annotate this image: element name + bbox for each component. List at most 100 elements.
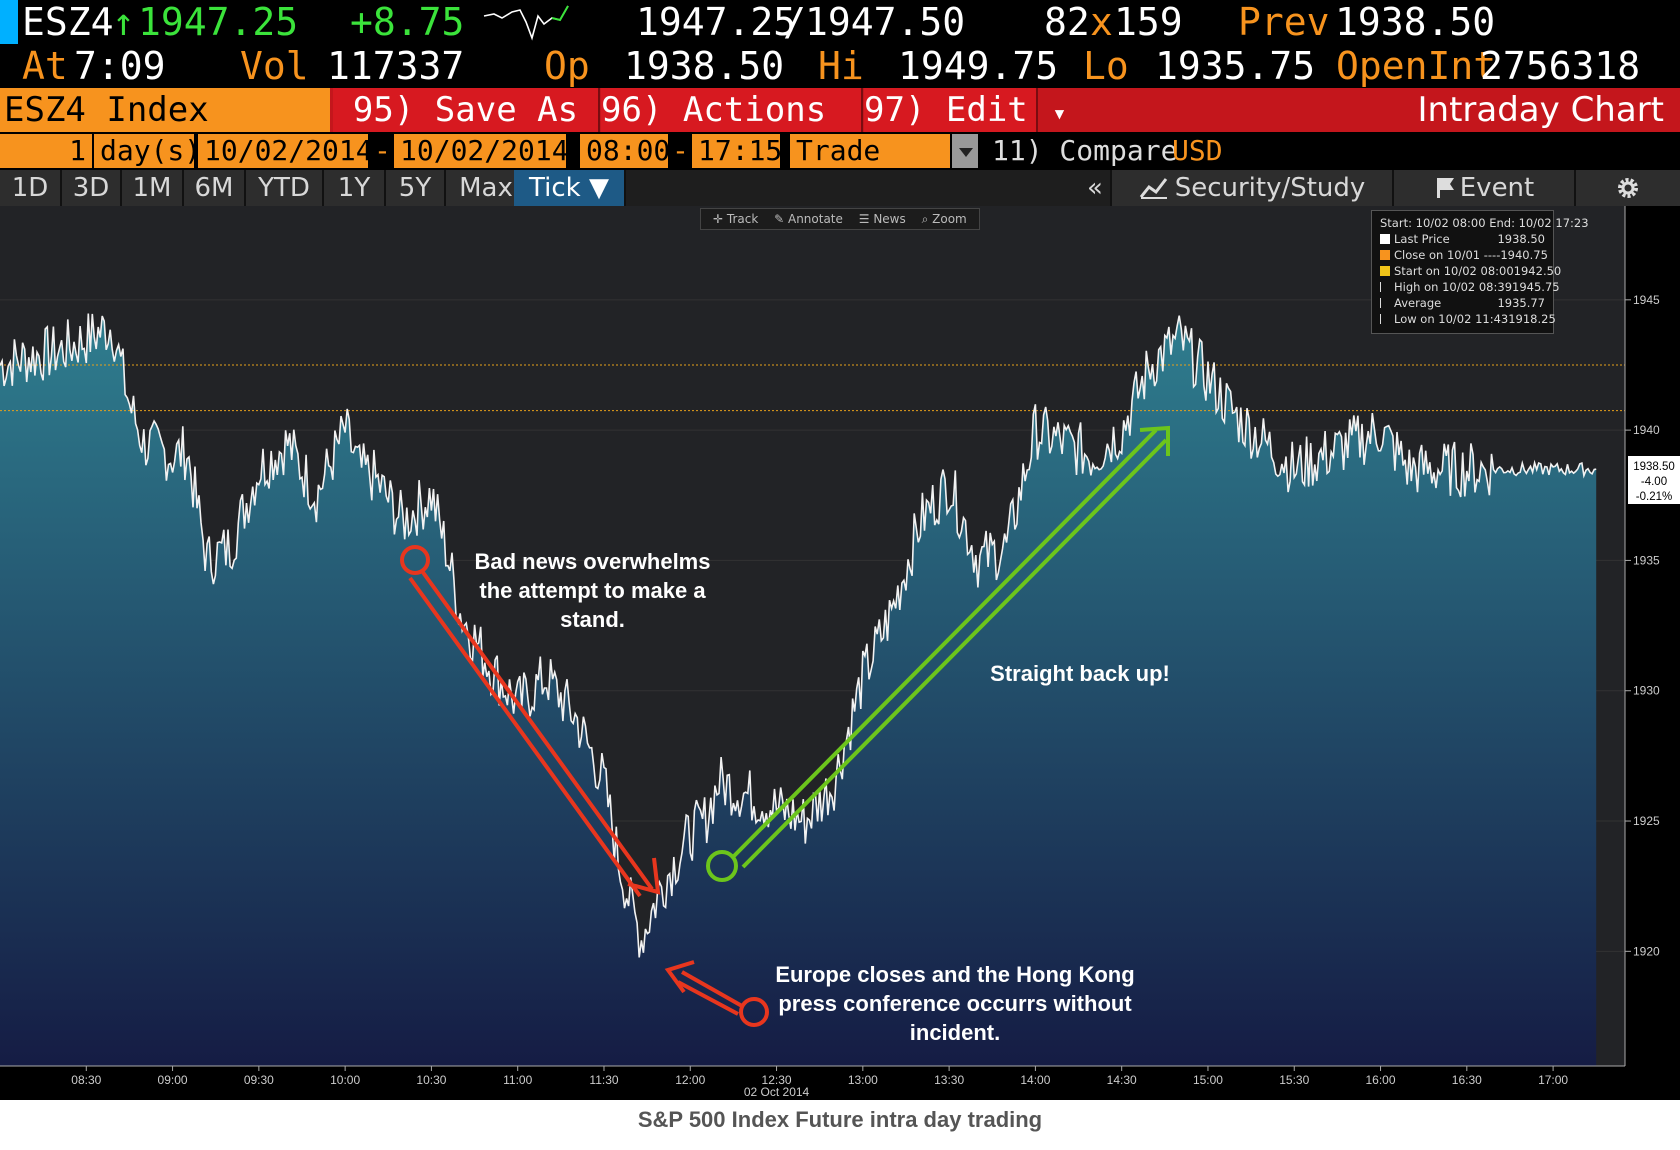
legend-row: Average 1935.77 (1380, 295, 1545, 311)
days-unit: day(s) (94, 134, 201, 168)
bid-price: 1947.25 (636, 0, 797, 44)
mode-select[interactable]: Trade (790, 134, 950, 168)
currency-select[interactable]: USD (1172, 134, 1223, 167)
security-field[interactable]: ESZ4 Index (0, 88, 330, 132)
period-button-1y[interactable]: 1Y (324, 170, 386, 206)
period-button-5y[interactable]: 5Y (386, 170, 446, 206)
news-tool[interactable]: ☰ News (858, 212, 906, 226)
legend-label: Low on 10/02 11:43 (1380, 311, 1508, 327)
y-tick-label: 1945 (1633, 293, 1660, 307)
security-study-button[interactable]: Security/Study (1112, 170, 1394, 206)
y-tick-label: 1940 (1633, 423, 1660, 437)
volume-value: 117337 (327, 44, 465, 88)
x-tick-label: 11:30 (589, 1073, 618, 1087)
start-date-input[interactable]: 10/02/2014 (198, 134, 373, 168)
function-toolbar: ESZ4 Index 95) Save As 96) Actions ▾ 97)… (0, 88, 1680, 132)
x-tick-label: 11:00 (503, 1073, 532, 1087)
at-label: At (22, 44, 68, 88)
chart-study-icon (1139, 178, 1167, 199)
low-value: 1935.75 (1155, 44, 1316, 88)
last-price-box: 1938.50 -4.00 -0.21% (1628, 456, 1680, 504)
last-price-box-percent: -0.21% (1636, 491, 1672, 503)
x-tick-label: 17:00 (1538, 1073, 1568, 1087)
period-button-3d[interactable]: 3D (62, 170, 122, 206)
open-interest-label: OpenInt (1336, 44, 1497, 88)
x-tick-label: 14:00 (1020, 1073, 1050, 1087)
settings-button[interactable] (1576, 170, 1680, 206)
chart-mini-toolbar: ✛ Track ✎ Annotate ☰ News ⌕ Zoom (700, 208, 980, 230)
legend-row: Low on 10/02 11:43 1918.25 (1380, 311, 1556, 327)
tick-button[interactable]: Tick ▼ (514, 170, 626, 206)
legend-value: 1942.50 (1513, 264, 1562, 278)
y-tick-label: 1925 (1633, 814, 1660, 828)
legend-label: Close on 10/01 ---- (1380, 247, 1500, 263)
legend-row: Start on 10/02 08:00 1942.50 (1380, 263, 1561, 279)
bid-size: 82 (1044, 0, 1090, 44)
end-time-input[interactable]: 17:15 (692, 134, 782, 168)
x-tick-label: 10:30 (416, 1073, 446, 1087)
start-time-input[interactable]: 08:00 (580, 134, 670, 168)
legend-value: 1945.75 (1512, 280, 1560, 294)
legend-swatch (1380, 298, 1390, 308)
legend-swatch (1380, 250, 1390, 260)
period-button-1m[interactable]: 1M (122, 170, 184, 206)
quote-time: 7:09 (74, 44, 166, 88)
last-price: 1947.25 (138, 0, 299, 44)
flag-icon (1436, 178, 1454, 198)
track-tool[interactable]: ✛ Track (713, 212, 759, 226)
annotate-tool[interactable]: ✎ Annotate (774, 212, 843, 226)
green-arrow-rally (706, 425, 1170, 882)
price-line (0, 313, 1597, 958)
time-dash: - (672, 134, 689, 167)
event-button[interactable]: Event (1394, 170, 1576, 206)
volume-label: Vol (240, 44, 309, 88)
legend-value: 1918.25 (1508, 312, 1556, 326)
period-button-6m[interactable]: 6M (184, 170, 246, 206)
collapse-button[interactable]: « (1080, 170, 1112, 206)
up-arrow-icon: ↑ (112, 0, 135, 44)
prev-value: 1938.50 (1335, 0, 1496, 44)
legend-header: Start: 10/02 08:00 End: 10/02 17:23 (1380, 216, 1589, 230)
annotation-bad-news: Bad news overwhelms the attempt to make … (474, 549, 711, 632)
x-tick-label: 16:30 (1452, 1073, 1482, 1087)
days-input[interactable]: 1 (0, 134, 92, 168)
ask-price: 1947.50 (805, 0, 966, 44)
actions-menu[interactable]: 96) Actions ▾ (601, 88, 879, 132)
x-tick-label: 14:30 (1107, 1073, 1137, 1087)
end-date-input[interactable]: 10/02/2014 (394, 134, 569, 168)
legend-label: Last Price (1380, 231, 1450, 247)
save-as-label: 95) Save As (352, 90, 579, 130)
legend-rows: Last Price 1938.50 Close on 10/01 ---- 1940… (1380, 231, 1561, 327)
edit-menu[interactable]: 97) Edit ▾ (864, 88, 1067, 132)
chart-legend: Start: 10/02 08:00 End: 10/02 17:23 Last… (1371, 210, 1589, 334)
last-price-box-change: -4.00 (1641, 476, 1667, 488)
quote-row-2: At 7:09 Vol 117337 Op 1938.50 Hi 1949.75… (0, 44, 1680, 88)
price-area-fill (0, 313, 1597, 1066)
ticker-accent (0, 0, 18, 44)
legend-swatch (1380, 266, 1390, 276)
y-tick-label: 1930 (1633, 684, 1660, 698)
period-button-ytd[interactable]: YTD (246, 170, 324, 206)
mode-value: Trade (796, 134, 881, 167)
last-price-box-price: 1938.50 (1633, 461, 1675, 473)
period-button-1d[interactable]: 1D (0, 170, 62, 206)
x-tick-label: 13:00 (848, 1073, 878, 1087)
mode-dropdown-button[interactable] (952, 134, 978, 168)
intraday-chart[interactable]: 1920 1925 1930 1935 1940 1945 08:30 09:00 09:30… (0, 206, 1680, 1100)
compare-button[interactable]: 11) Compare (992, 134, 1178, 167)
legend-row: High on 10/02 08:39 1945.75 (1380, 279, 1560, 295)
legend-label-text: Last Price (1394, 232, 1450, 246)
high-value: 1949.75 (898, 44, 1059, 88)
bid-ask-separator: / (783, 0, 806, 44)
size-separator: x (1090, 0, 1113, 44)
red-arrow-low (664, 960, 769, 1027)
prev-label: Prev (1238, 0, 1330, 44)
x-tick-label: 15:00 (1193, 1073, 1223, 1087)
quote-row-1: ESZ4 ↑ 1947.25 +8.75 1947.25 / 1947.50 8… (0, 0, 1680, 44)
zoom-tool[interactable]: ⌕ Zoom (921, 212, 967, 226)
save-as-button[interactable]: 95) Save As (333, 88, 600, 132)
x-axis-date-label: 02 Oct 2014 (744, 1085, 810, 1099)
x-tick-label: 13:30 (934, 1073, 964, 1087)
x-tick-label: 08:30 (71, 1073, 101, 1087)
legend-value: 1938.50 (1497, 232, 1545, 246)
